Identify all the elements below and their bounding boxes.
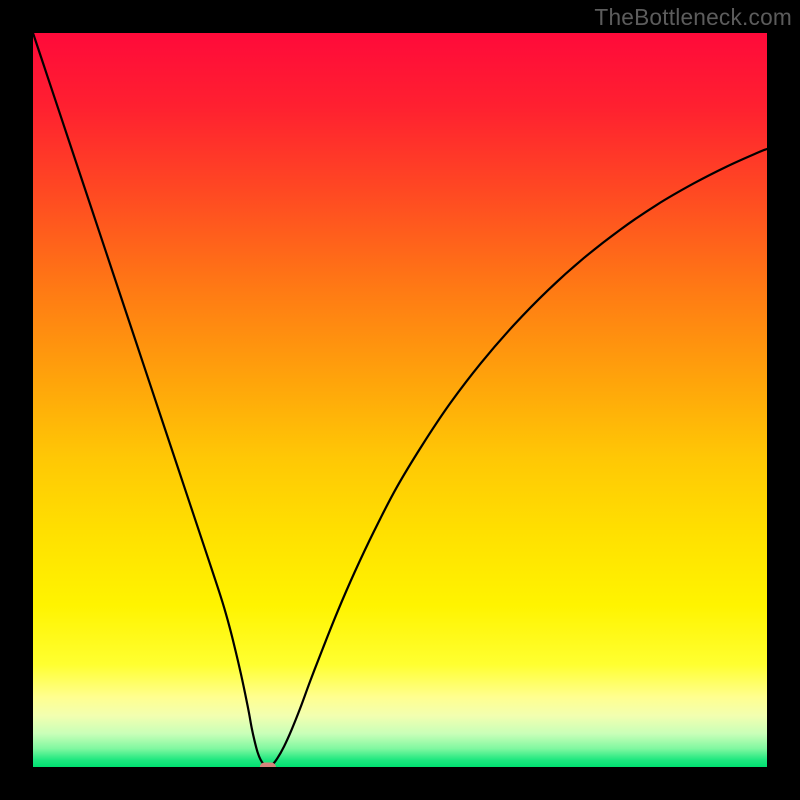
chart-frame: TheBottleneck.com bbox=[0, 0, 800, 800]
plot-gradient-background bbox=[33, 33, 767, 767]
watermark-text: TheBottleneck.com bbox=[594, 4, 792, 31]
